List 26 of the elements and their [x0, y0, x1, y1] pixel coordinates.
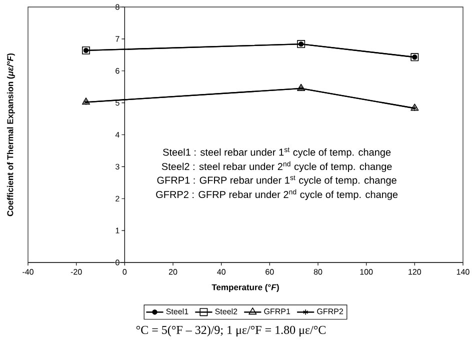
x-tick-label: 20 [168, 269, 178, 275]
y-tick-label: 3 [116, 164, 120, 170]
x-tick-label: 40 [217, 269, 226, 275]
legend-label: Steel1 [166, 308, 188, 314]
legend-label: GFRP1 [264, 308, 290, 314]
legend-label: Steel2 [215, 308, 238, 314]
x-tick-label: 0 [122, 269, 127, 275]
text: °C = 5(°F – 32)/9; 1 με/°F = 1.80 με/°C [136, 326, 326, 336]
x-tick-label: 120 [408, 269, 422, 275]
annotation: GFRP1 : GFRP rebar under 1$^{st}$ cycle of temp. change [157, 176, 396, 186]
y-tick-label: 6 [116, 68, 120, 74]
legend-label: GFRP2 [317, 308, 343, 314]
x-axis-title: Temperature (°F) [212, 284, 279, 292]
y-tick-label: 4 [115, 132, 120, 138]
x-tick-label: 100 [360, 269, 373, 275]
x-tick-label: 60 [266, 269, 274, 275]
y-tick-label: 2 [116, 196, 120, 202]
x-tick-label: 140 [456, 269, 470, 275]
annotation: Steel2 : steel rebar under 2$^{nd}$ cycle of temp. change [162, 161, 392, 172]
annotation: GFRP2 : GFRP rebar under 2$^{nd}$ cycle of temp. change [156, 189, 398, 200]
x-tick-label: 80 [314, 269, 322, 275]
annotation: Steel1 : steel rebar under 1$^{st}$ cycle of temp. change [163, 148, 391, 158]
y-tick-label: 7 [116, 36, 120, 42]
y-tick-label: 1 [116, 228, 120, 234]
x-tick-label: -20 [70, 269, 82, 275]
x-tick-label: -40 [22, 269, 34, 275]
